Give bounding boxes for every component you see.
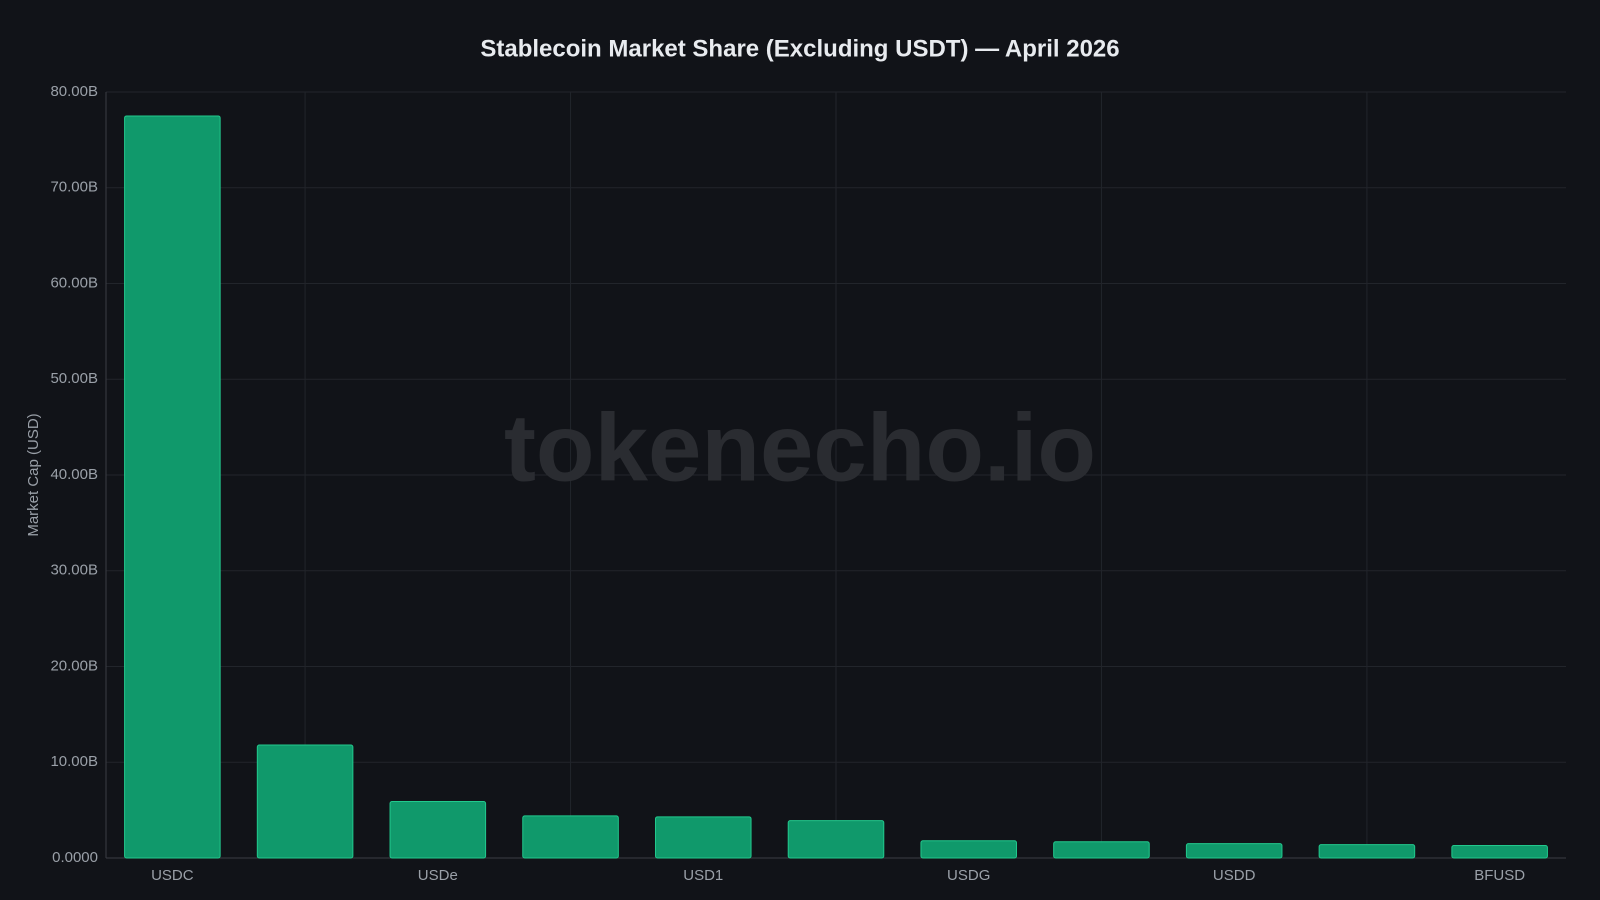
y-tick-label: 70.00B	[50, 179, 98, 196]
x-tick-label: USDD	[1213, 867, 1256, 884]
bar	[522, 815, 619, 859]
x-tick-label: BFUSD	[1474, 867, 1525, 884]
y-tick-label: 60.00B	[50, 274, 98, 291]
bar	[920, 840, 1018, 859]
bar	[1185, 843, 1283, 859]
y-tick-label: 10.00B	[50, 753, 98, 770]
x-tick-label: USDC	[151, 867, 194, 884]
y-tick-label: 30.00B	[50, 562, 98, 579]
bar	[1053, 841, 1150, 859]
watermark: tokenecho.io	[504, 394, 1096, 501]
y-tick-label: 0.0000	[52, 849, 98, 866]
bar	[787, 820, 885, 859]
bar	[654, 816, 752, 859]
y-axis-title: Market Cap (USD)	[25, 413, 42, 536]
x-tick-label: USDe	[418, 867, 458, 884]
bar	[124, 115, 221, 859]
bar	[256, 744, 354, 859]
y-tick-label: 20.00B	[50, 657, 98, 674]
bar	[1318, 844, 1416, 859]
x-tick-label: USD1	[683, 867, 723, 884]
y-tick-label: 40.00B	[50, 466, 98, 483]
x-tick-label: USDG	[947, 867, 990, 884]
y-tick-label: 80.00B	[50, 83, 98, 100]
bar	[1451, 845, 1548, 859]
y-tick-label: 50.00B	[50, 370, 98, 387]
chart-title: Stablecoin Market Share (Excluding USDT)…	[480, 35, 1119, 62]
bar	[389, 801, 487, 859]
